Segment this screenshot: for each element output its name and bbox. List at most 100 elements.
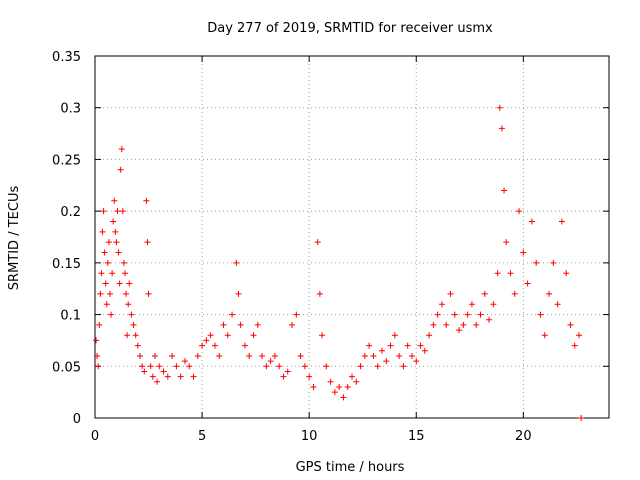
data-point [481, 290, 488, 297]
data-point [126, 280, 133, 287]
data-point [186, 363, 193, 370]
data-point [233, 259, 240, 266]
data-point [220, 321, 227, 328]
axis-ticks: 0 5 10 15 20 0 0.05 0.1 0.15 0.2 0.25 0.3 0.35 [52, 50, 609, 444]
data-point [451, 311, 458, 318]
data-point [541, 332, 548, 339]
data-point [494, 270, 501, 277]
data-point [207, 332, 214, 339]
data-point [516, 208, 523, 215]
data-points [93, 104, 585, 421]
data-point [118, 146, 125, 153]
data-point [132, 332, 139, 339]
grid-lines [95, 56, 609, 418]
data-point [177, 373, 184, 380]
data-point [554, 301, 561, 308]
data-point [109, 270, 116, 277]
data-point [374, 363, 381, 370]
data-point [404, 342, 411, 349]
data-point [438, 301, 445, 308]
data-point [144, 239, 151, 246]
data-point [160, 368, 167, 375]
data-point [235, 290, 242, 297]
data-point [105, 239, 112, 246]
x-axis-label: GPS time / hours [296, 460, 405, 475]
data-point [99, 228, 106, 235]
data-point [139, 363, 146, 370]
data-point [120, 259, 127, 266]
data-point [340, 394, 347, 401]
data-point [316, 290, 323, 297]
data-point [473, 321, 480, 328]
data-point [426, 332, 433, 339]
data-point [319, 332, 326, 339]
data-point [149, 373, 156, 380]
data-point [563, 270, 570, 277]
data-point [501, 187, 508, 194]
plot-frame [94, 55, 610, 419]
data-point [571, 342, 578, 349]
data-point [203, 337, 210, 344]
data-point [123, 290, 130, 297]
data-point [533, 259, 540, 266]
data-point [263, 363, 270, 370]
data-point [95, 363, 102, 370]
data-point [224, 332, 231, 339]
data-point [124, 332, 131, 339]
data-point [94, 352, 101, 359]
data-point [464, 311, 471, 318]
data-point [297, 352, 304, 359]
data-point [511, 290, 518, 297]
y-tick-label: 0.35 [52, 50, 81, 65]
data-point [456, 327, 463, 334]
data-point [293, 311, 300, 318]
x-tick-label: 5 [198, 429, 206, 444]
data-point [387, 342, 394, 349]
data-point [400, 363, 407, 370]
data-point [331, 389, 338, 396]
data-point [103, 301, 110, 308]
data-point [117, 166, 124, 173]
data-point [361, 352, 368, 359]
data-point [524, 280, 531, 287]
data-point [323, 363, 330, 370]
data-point [156, 363, 163, 370]
data-point [130, 321, 137, 328]
data-point [173, 363, 180, 370]
data-point [284, 368, 291, 375]
data-point [383, 358, 390, 365]
data-point [421, 347, 428, 354]
data-point [229, 311, 236, 318]
data-point [194, 352, 201, 359]
data-point [496, 104, 503, 111]
data-point [447, 290, 454, 297]
data-point [199, 342, 206, 349]
data-point [101, 249, 108, 256]
data-point [417, 342, 424, 349]
data-point [98, 270, 105, 277]
data-point [93, 337, 100, 344]
data-point [349, 373, 355, 380]
data-point [190, 373, 197, 380]
data-point [507, 270, 514, 277]
data-point [108, 311, 115, 318]
data-point [154, 378, 161, 385]
data-point [147, 363, 154, 370]
data-point [169, 352, 176, 359]
data-point [114, 208, 121, 215]
data-point [357, 363, 364, 370]
data-point [353, 378, 360, 385]
y-tick-label: 0.1 [60, 309, 81, 324]
data-point [443, 321, 450, 328]
data-point [134, 342, 141, 349]
data-point [546, 290, 553, 297]
data-point [391, 332, 398, 339]
data-point [370, 352, 377, 359]
data-point [503, 239, 510, 246]
data-point [164, 373, 171, 380]
data-point [408, 352, 415, 359]
y-tick-label: 0.05 [52, 360, 81, 375]
data-point [537, 311, 544, 318]
data-point [378, 347, 385, 354]
y-tick-label: 0.3 [60, 102, 81, 117]
